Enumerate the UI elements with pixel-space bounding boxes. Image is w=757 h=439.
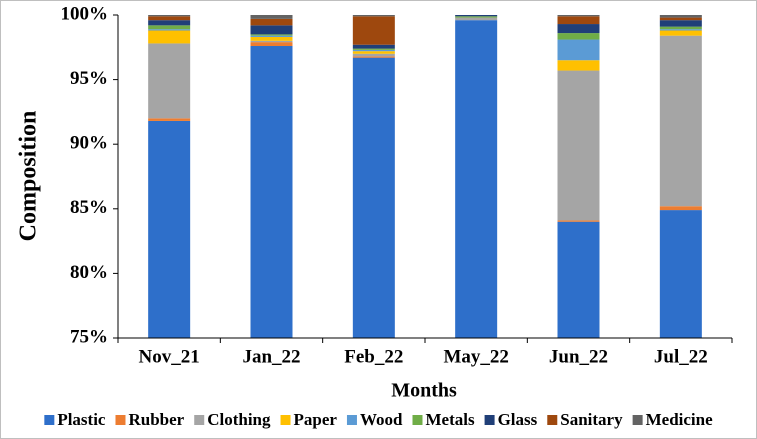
x-tick-label: Jan_22 bbox=[242, 346, 300, 367]
bar-segment bbox=[250, 25, 293, 35]
bar-segment bbox=[250, 18, 293, 26]
legend-label: Paper bbox=[294, 410, 338, 429]
legend-swatch bbox=[346, 415, 357, 425]
bar-segment bbox=[557, 221, 600, 338]
bar-segment bbox=[250, 34, 293, 36]
bar-segment bbox=[250, 35, 293, 37]
bar-segment bbox=[352, 51, 395, 54]
bar-segment bbox=[250, 46, 293, 339]
bar-segment bbox=[148, 29, 191, 31]
bar-segment bbox=[148, 43, 191, 119]
legend-swatch bbox=[115, 415, 126, 425]
legend-swatch bbox=[632, 415, 643, 425]
legend-label: Clothing bbox=[207, 410, 271, 429]
bar-segment bbox=[148, 30, 191, 44]
legend-label: Rubber bbox=[128, 410, 184, 429]
bar-segment bbox=[557, 16, 600, 25]
legend-swatch bbox=[547, 415, 558, 425]
legend-label: Wood bbox=[360, 410, 403, 429]
bar-segment bbox=[659, 210, 702, 338]
legend-swatch bbox=[44, 415, 55, 425]
x-axis-title: Months bbox=[391, 380, 457, 402]
legend-label: Sanitary bbox=[560, 410, 623, 429]
bar-segment bbox=[557, 39, 600, 61]
y-tick-label: 75% bbox=[70, 326, 108, 347]
bar-segment bbox=[250, 36, 293, 41]
legend-label: Plastic bbox=[57, 410, 106, 429]
bar-segment bbox=[659, 35, 702, 207]
legend-swatch bbox=[194, 415, 205, 425]
y-tick-label: 90% bbox=[70, 133, 108, 154]
bar-segment bbox=[352, 48, 395, 50]
legend-label: Glass bbox=[498, 410, 538, 429]
bar-segment bbox=[352, 49, 395, 52]
legend-label: Metals bbox=[425, 410, 474, 429]
bar-segment bbox=[352, 56, 395, 58]
bar-segment bbox=[659, 30, 702, 36]
bar-segment bbox=[148, 16, 191, 21]
bar-segment bbox=[659, 15, 702, 18]
bar-segment bbox=[455, 15, 498, 17]
legend-swatch bbox=[280, 415, 291, 425]
bar-segment bbox=[352, 15, 395, 17]
y-tick-label: 85% bbox=[70, 197, 108, 218]
bar-segment bbox=[352, 16, 395, 45]
y-tick-label: 100% bbox=[61, 3, 109, 24]
bar-segment bbox=[250, 15, 293, 19]
x-tick-label: Nov_21 bbox=[139, 346, 200, 367]
x-tick-label: Jul_22 bbox=[654, 346, 708, 367]
bar-segment bbox=[557, 220, 600, 222]
y-axis-title: Composition bbox=[16, 111, 42, 242]
bar-segment bbox=[659, 20, 702, 27]
bar-segment bbox=[148, 20, 191, 26]
y-tick-label: 95% bbox=[70, 68, 108, 89]
x-tick-label: Jun_22 bbox=[549, 346, 608, 367]
bar-segment bbox=[659, 206, 702, 211]
legend-swatch bbox=[484, 415, 495, 425]
y-tick-label: 80% bbox=[70, 262, 108, 283]
bar-segment bbox=[148, 118, 191, 121]
legend-label: Medicine bbox=[646, 410, 713, 429]
bar-segment bbox=[148, 15, 191, 17]
bar-segment bbox=[250, 42, 293, 47]
bar-segment bbox=[455, 20, 498, 338]
bar-segment bbox=[148, 25, 191, 30]
bar-segment bbox=[557, 24, 600, 34]
bar-segment bbox=[455, 17, 498, 21]
bar-segment bbox=[557, 15, 600, 17]
bar-segment bbox=[659, 26, 702, 30]
bar-segment bbox=[557, 33, 600, 40]
x-tick-label: Feb_22 bbox=[344, 346, 403, 367]
bar-segment bbox=[557, 60, 600, 71]
bar-segment bbox=[352, 44, 395, 49]
legend-swatch bbox=[412, 415, 423, 425]
bar-segment bbox=[148, 120, 191, 338]
x-tick-label: May_22 bbox=[443, 346, 508, 367]
bar-segment bbox=[455, 16, 498, 18]
bar-segment bbox=[659, 29, 702, 31]
bar-segment bbox=[557, 70, 600, 221]
bar-segment bbox=[659, 17, 702, 21]
bar-segment bbox=[352, 57, 395, 339]
bar-segment bbox=[352, 53, 395, 57]
bar-segment bbox=[250, 40, 293, 43]
